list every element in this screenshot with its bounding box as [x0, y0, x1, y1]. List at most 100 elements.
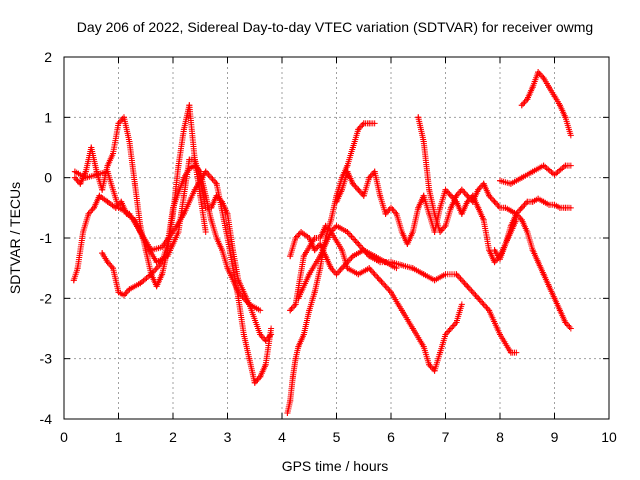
data-point	[262, 337, 269, 344]
data-point	[197, 168, 204, 175]
data-point	[208, 216, 215, 223]
data-point	[306, 307, 313, 314]
data-point	[240, 331, 247, 338]
data-point	[404, 241, 411, 248]
data-point	[180, 192, 187, 199]
data-point	[458, 301, 465, 308]
data-point	[317, 265, 324, 272]
data-point	[82, 168, 89, 175]
data-point	[137, 280, 144, 287]
data-point	[300, 331, 307, 338]
data-point	[458, 210, 465, 217]
data-point	[480, 216, 487, 223]
data-point	[567, 132, 574, 139]
data-point	[180, 126, 187, 133]
data-point	[431, 210, 438, 217]
data-point	[355, 241, 362, 248]
data-point	[486, 307, 493, 314]
y-tick-label: -4	[40, 411, 53, 427]
data-point	[491, 198, 498, 205]
data-point	[311, 289, 318, 296]
data-point	[213, 235, 220, 241]
data-point	[464, 198, 471, 205]
data-point	[104, 168, 111, 175]
data-point	[142, 247, 149, 254]
data-point	[540, 162, 547, 169]
data-point	[491, 247, 498, 254]
data-point	[442, 271, 449, 278]
data-point	[159, 271, 166, 278]
data-point	[529, 247, 536, 254]
data-point	[524, 96, 531, 103]
data-point	[431, 228, 438, 235]
x-axis-ticks: 0 1 2 3 4 5 6 7 8 9 10	[60, 57, 617, 445]
data-point	[292, 355, 299, 362]
data-point	[475, 295, 482, 302]
data-point	[99, 186, 106, 193]
data-point	[551, 295, 558, 302]
data-point	[540, 271, 547, 278]
data-point	[224, 235, 231, 241]
data-point	[518, 102, 525, 109]
data-point	[529, 168, 536, 175]
data-point	[426, 186, 433, 193]
data-point	[480, 180, 487, 187]
x-tick-label: 8	[496, 429, 504, 445]
data-point	[344, 162, 351, 169]
data-point	[507, 222, 514, 229]
data-point	[257, 373, 264, 380]
data-point	[213, 180, 220, 187]
data-point	[104, 198, 111, 205]
data-point	[366, 265, 373, 272]
data-point	[567, 325, 574, 332]
data-point	[366, 120, 373, 127]
data-point	[355, 126, 362, 133]
data-point	[415, 114, 422, 121]
data-point	[137, 228, 144, 235]
data-point	[513, 210, 520, 217]
data-point	[126, 210, 133, 217]
data-point	[486, 192, 493, 199]
data-point	[175, 162, 182, 169]
data-point	[366, 253, 373, 260]
data-point	[186, 165, 193, 172]
x-tick-label: 6	[387, 429, 395, 445]
x-tick-label: 0	[60, 429, 68, 445]
data-point	[287, 253, 294, 260]
data-point	[377, 259, 384, 266]
x-tick-label: 10	[601, 429, 617, 445]
data-point	[328, 228, 335, 235]
data-point	[420, 343, 427, 350]
data-point	[442, 186, 449, 193]
data-point	[349, 180, 356, 187]
data-point	[159, 244, 166, 251]
data-point	[93, 171, 100, 178]
data-point	[287, 307, 294, 314]
y-tick-label: 2	[44, 49, 52, 65]
data-point	[562, 162, 569, 169]
data-point	[186, 156, 193, 163]
data-point	[82, 174, 89, 181]
data-point	[74, 265, 81, 272]
data-point	[524, 198, 531, 205]
data-point	[295, 343, 302, 350]
data-point	[355, 271, 362, 278]
data-point	[197, 192, 204, 199]
data-point	[99, 250, 106, 257]
data-point	[546, 84, 553, 91]
series-markers	[415, 114, 573, 330]
data-point	[388, 259, 394, 266]
data-point	[349, 144, 356, 151]
series-arc-3	[99, 162, 264, 314]
x-tick-label: 4	[278, 429, 286, 445]
data-point	[524, 228, 531, 235]
data-point	[420, 138, 427, 145]
data-point	[175, 228, 182, 235]
data-point	[71, 168, 78, 175]
data-point	[535, 259, 542, 266]
series-markers	[518, 69, 574, 137]
data-point	[77, 180, 84, 187]
series-arc-12	[497, 162, 574, 187]
data-point	[115, 204, 122, 211]
